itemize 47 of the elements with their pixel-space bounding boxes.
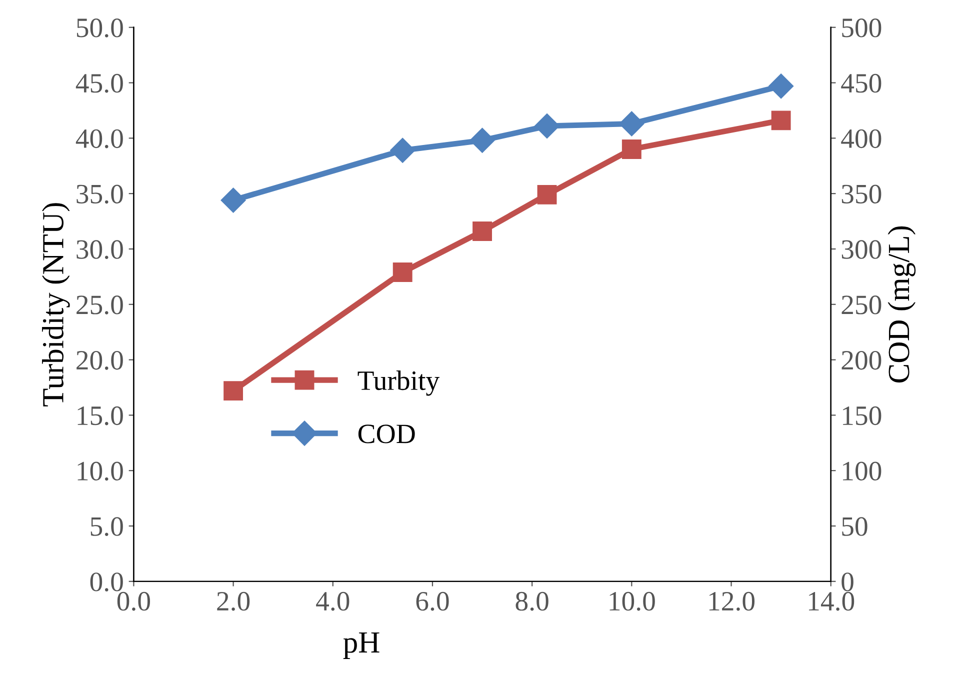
legend-label: Turbity: [358, 370, 440, 396]
y-tick-label: 30.0: [76, 240, 123, 260]
point: [771, 110, 791, 130]
x-axis-title: pH: [343, 632, 380, 659]
y2-tick-label: 250: [842, 296, 882, 314]
x-tick-label: 0.0: [117, 592, 150, 611]
point: [537, 184, 557, 204]
point: [768, 74, 794, 99]
x-tick-label: 8.0: [516, 592, 548, 611]
y2-tick-label: 450: [841, 74, 882, 93]
point: [534, 114, 560, 138]
y2-tick-label: 50: [842, 517, 868, 536]
point: [470, 128, 495, 153]
y-tick-label: 20.0: [76, 350, 123, 370]
x-tick-label: 6.0: [416, 592, 449, 611]
point: [390, 138, 416, 163]
y-tick-label: 25.0: [76, 296, 123, 314]
x-tick-label: 14.0: [808, 592, 854, 611]
x-tick-label: 10.0: [610, 592, 655, 611]
y-tick-label: 10.0: [78, 462, 123, 481]
point: [622, 140, 642, 159]
y2-tick-label: 100: [843, 462, 882, 481]
y-tick-label: 0.0: [90, 572, 123, 592]
legend-label: COD: [358, 424, 415, 444]
y2-axis-title: COD (mg/L): [888, 226, 916, 382]
point: [224, 381, 244, 401]
y-tick-label: 40.0: [76, 129, 123, 148]
x-tick-label: 4.0: [316, 592, 350, 611]
point: [220, 188, 246, 213]
point: [619, 111, 644, 136]
y2-tick-label: 200: [842, 350, 882, 370]
y2-tick-label: 150: [843, 406, 882, 426]
x-tick-label: 12.0: [709, 592, 755, 611]
y-axis-title: Turbidity (NTU): [42, 203, 70, 406]
y2-tick-label: 0: [842, 572, 854, 592]
y-tick-label: 35.0: [76, 184, 123, 204]
y-tick-label: 45.0: [76, 74, 123, 93]
y2-tick-label: 500: [842, 18, 882, 38]
y-tick-label: 50.0: [76, 18, 123, 38]
y-tick-label: 5.0: [90, 517, 123, 536]
point: [392, 262, 412, 282]
y2-tick-label: 300: [842, 240, 882, 259]
x-tick-label: 2.0: [217, 592, 250, 611]
y-tick-label: 15.0: [78, 406, 123, 426]
y2-tick-label: 400: [841, 129, 882, 148]
y2-tick-label: 350: [842, 184, 882, 204]
point: [472, 222, 492, 241]
